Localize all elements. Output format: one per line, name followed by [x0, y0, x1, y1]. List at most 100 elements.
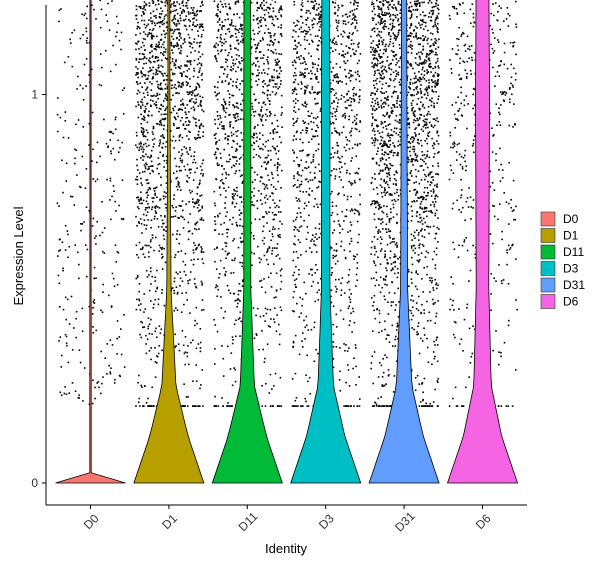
- data-point: [101, 382, 103, 385]
- data-point: [184, 363, 186, 366]
- data-point: [172, 215, 175, 218]
- data-point: [148, 244, 150, 247]
- data-point: [234, 299, 237, 302]
- data-point: [201, 369, 203, 371]
- data-point: [263, 216, 265, 218]
- data-point: [172, 135, 175, 138]
- data-point: [151, 139, 154, 141]
- data-point: [155, 327, 157, 330]
- data-point: [157, 3, 160, 5]
- data-point: [95, 329, 98, 332]
- data-point: [189, 100, 192, 103]
- data-point: [159, 12, 161, 15]
- data-point: [224, 137, 226, 140]
- data-point: [194, 171, 196, 174]
- data-point: [143, 96, 146, 98]
- data-point: [200, 384, 202, 386]
- data-point: [189, 85, 191, 88]
- data-point: [184, 168, 187, 171]
- data-point: [174, 256, 176, 259]
- data-point: [202, 135, 204, 138]
- data-point: [199, 127, 201, 130]
- data-point: [166, 162, 168, 164]
- data-point: [145, 3, 147, 5]
- data-point: [257, 26, 260, 29]
- data-point: [231, 94, 233, 97]
- data-point: [232, 239, 234, 242]
- data-point: [175, 59, 177, 61]
- data-point: [184, 121, 187, 123]
- data-point: [194, 95, 196, 97]
- data-point: [135, 48, 137, 51]
- data-point: [174, 5, 176, 7]
- data-point: [200, 63, 203, 65]
- data-point: [226, 76, 228, 78]
- data-point: [149, 32, 151, 35]
- data-point: [228, 160, 230, 163]
- data-point: [195, 88, 197, 90]
- data-point: [175, 185, 178, 188]
- data-point: [274, 93, 277, 96]
- data-point: [254, 125, 256, 128]
- data-point: [176, 92, 179, 94]
- data-point: [240, 212, 242, 214]
- data-point: [187, 282, 190, 285]
- data-point: [138, 374, 140, 377]
- data-point: [157, 123, 159, 125]
- data-point: [175, 118, 177, 121]
- data-point: [188, 41, 191, 44]
- data-point: [150, 405, 153, 407]
- data-point: [146, 78, 149, 81]
- data-point: [265, 1, 268, 4]
- data-point: [151, 169, 154, 172]
- data-point: [135, 59, 138, 61]
- data-point: [173, 86, 176, 89]
- data-point: [279, 67, 281, 69]
- data-point: [144, 105, 147, 108]
- data-point: [190, 341, 192, 344]
- data-point: [184, 405, 186, 407]
- data-point: [235, 47, 237, 50]
- data-point: [106, 343, 109, 345]
- data-point: [143, 311, 145, 313]
- data-point: [147, 182, 150, 184]
- data-point: [260, 176, 262, 178]
- data-point: [179, 17, 182, 19]
- data-point: [160, 21, 162, 24]
- data-point: [144, 207, 147, 209]
- data-point: [163, 160, 166, 162]
- data-point: [232, 339, 234, 341]
- data-point: [171, 60, 174, 63]
- data-point: [148, 255, 150, 258]
- data-point: [184, 128, 187, 130]
- data-point: [190, 155, 193, 157]
- data-point: [83, 367, 86, 369]
- data-point: [71, 382, 74, 384]
- data-point: [253, 187, 255, 190]
- data-point: [157, 352, 160, 355]
- data-point: [153, 137, 156, 140]
- data-point: [160, 119, 162, 122]
- data-point: [176, 43, 179, 46]
- data-point: [141, 184, 143, 186]
- data-point: [192, 18, 194, 20]
- data-point: [224, 196, 227, 198]
- data-point: [280, 5, 282, 8]
- data-point: [161, 349, 163, 352]
- data-point: [84, 244, 87, 246]
- data-point: [180, 104, 182, 106]
- data-point: [176, 230, 179, 232]
- data-point: [142, 74, 145, 76]
- data-point: [159, 21, 162, 23]
- data-point: [147, 203, 149, 205]
- data-point: [163, 137, 165, 139]
- data-point: [71, 65, 74, 68]
- data-point: [73, 29, 76, 32]
- data-point: [231, 35, 234, 37]
- data-point: [93, 277, 95, 280]
- data-point: [175, 238, 178, 240]
- data-point: [102, 291, 104, 293]
- data-point: [86, 5, 88, 8]
- data-point: [163, 41, 165, 43]
- data-point: [141, 75, 144, 78]
